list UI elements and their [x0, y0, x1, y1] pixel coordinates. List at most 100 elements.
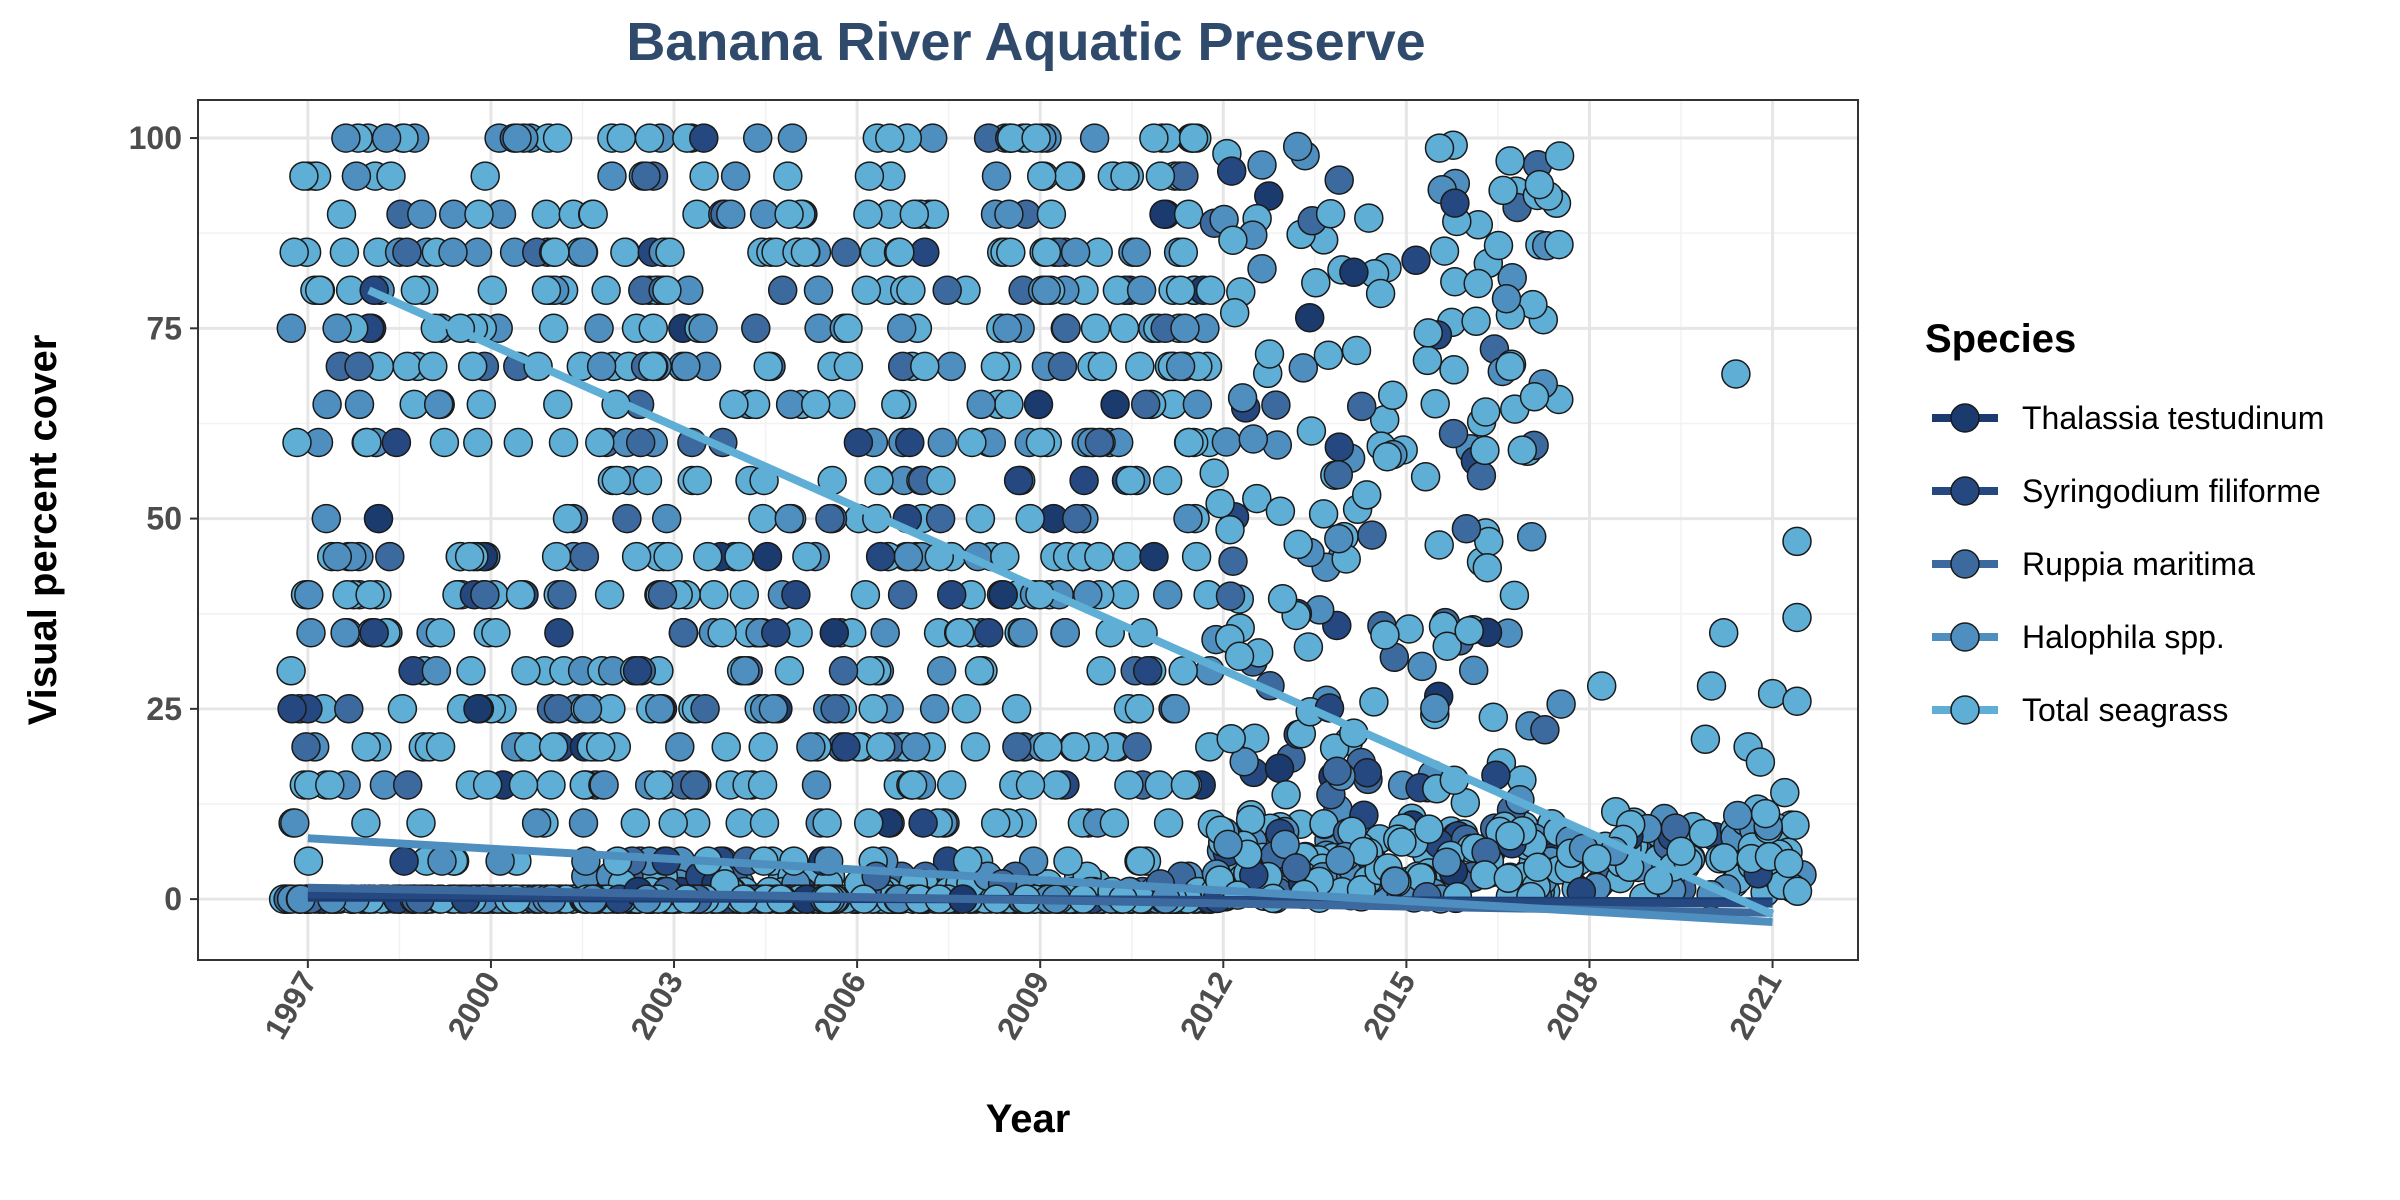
- data-point: [775, 389, 806, 420]
- data-point: [966, 389, 996, 420]
- data-point: [1424, 530, 1454, 560]
- data-point: [344, 389, 375, 420]
- data-point: [632, 465, 663, 496]
- data-point: [988, 579, 1018, 610]
- data-point: [1126, 275, 1157, 306]
- data-point: [625, 427, 656, 458]
- data-point: [1308, 499, 1339, 529]
- data-point: [1394, 614, 1424, 644]
- data-point: [908, 808, 938, 838]
- data-point: [538, 313, 569, 344]
- data-point: [548, 427, 579, 458]
- y-tick-label: 50: [146, 501, 182, 537]
- data-point: [1026, 161, 1057, 191]
- data-point: [865, 541, 896, 572]
- data-point: [304, 275, 335, 306]
- data-point: [1782, 686, 1812, 716]
- data-point: [815, 503, 845, 534]
- data-point: [544, 617, 574, 648]
- data-point: [620, 808, 651, 838]
- data-point: [1301, 268, 1331, 298]
- data-point: [1001, 694, 1032, 724]
- data-point: [1145, 161, 1176, 191]
- data-point: [621, 541, 652, 572]
- data-point: [1352, 758, 1383, 788]
- data-point: [828, 656, 859, 686]
- data-point: [692, 541, 723, 572]
- data-point: [1149, 199, 1179, 229]
- data-point: [341, 161, 372, 191]
- data-point: [1439, 355, 1469, 385]
- data-point: [917, 123, 948, 153]
- data-point: [1047, 351, 1078, 382]
- data-point: [804, 313, 834, 344]
- data-point: [1084, 427, 1115, 458]
- data-point: [1516, 522, 1547, 552]
- data-point: [427, 846, 457, 876]
- data-point: [1153, 808, 1184, 838]
- data-point: [1242, 483, 1272, 514]
- data-point: [699, 579, 729, 610]
- data-point: [513, 732, 544, 762]
- data-point: [1218, 546, 1248, 576]
- data-point: [980, 351, 1011, 382]
- legend-label: Syringodium filiforme: [2022, 473, 2321, 509]
- data-point: [1086, 656, 1116, 686]
- data-point: [1165, 275, 1196, 306]
- x-tick-label: 1997: [257, 966, 324, 1046]
- data-point: [1365, 278, 1396, 309]
- y-axis-title: Visual percent cover: [21, 335, 65, 726]
- data-point: [1219, 297, 1250, 328]
- data-point: [1491, 283, 1522, 314]
- data-point: [1709, 842, 1739, 873]
- data-point: [855, 656, 885, 686]
- data-point: [1271, 780, 1301, 810]
- x-tick-label: 2006: [806, 966, 873, 1046]
- y-tick-label: 0: [164, 881, 182, 917]
- data-point: [330, 617, 360, 648]
- data-point: [1215, 514, 1245, 545]
- data-point: [1182, 389, 1213, 420]
- data-point: [864, 465, 894, 496]
- data-point: [779, 846, 809, 876]
- data-point: [1265, 496, 1296, 526]
- data-point: [1084, 541, 1114, 572]
- data-point: [276, 656, 306, 686]
- data-point: [1495, 351, 1525, 382]
- legend-key-point: [1950, 476, 1980, 506]
- x-tick-label: 2015: [1356, 966, 1423, 1046]
- data-point: [853, 199, 883, 229]
- data-point: [329, 237, 360, 267]
- data-point: [887, 579, 918, 610]
- data-point: [1173, 503, 1203, 534]
- data-point: [359, 617, 389, 648]
- data-point: [541, 541, 572, 572]
- data-point: [790, 237, 821, 267]
- data-point: [552, 503, 583, 534]
- data-point: [1420, 389, 1450, 419]
- y-tick-label: 25: [146, 691, 182, 727]
- x-tick-label: 2012: [1173, 966, 1240, 1046]
- data-point: [531, 275, 562, 306]
- data-point: [1216, 156, 1247, 186]
- data-point: [1414, 814, 1444, 844]
- data-point: [477, 275, 508, 306]
- data-point: [980, 808, 1011, 838]
- data-point: [886, 313, 917, 344]
- data-point: [716, 199, 746, 229]
- data-point: [387, 694, 418, 724]
- data-point: [1227, 383, 1258, 413]
- legend-key-point: [1950, 622, 1980, 652]
- data-point: [1780, 810, 1810, 840]
- data-point: [767, 275, 798, 306]
- data-point: [418, 351, 448, 382]
- data-point: [568, 808, 599, 838]
- legend-label: Halophila spp.: [2022, 619, 2225, 655]
- data-point: [1401, 245, 1431, 276]
- data-point: [456, 656, 486, 686]
- legend-label: Thalassia testudinum: [2022, 400, 2324, 436]
- data-point: [1407, 651, 1437, 682]
- data-point: [926, 656, 957, 686]
- data-point: [1112, 541, 1143, 572]
